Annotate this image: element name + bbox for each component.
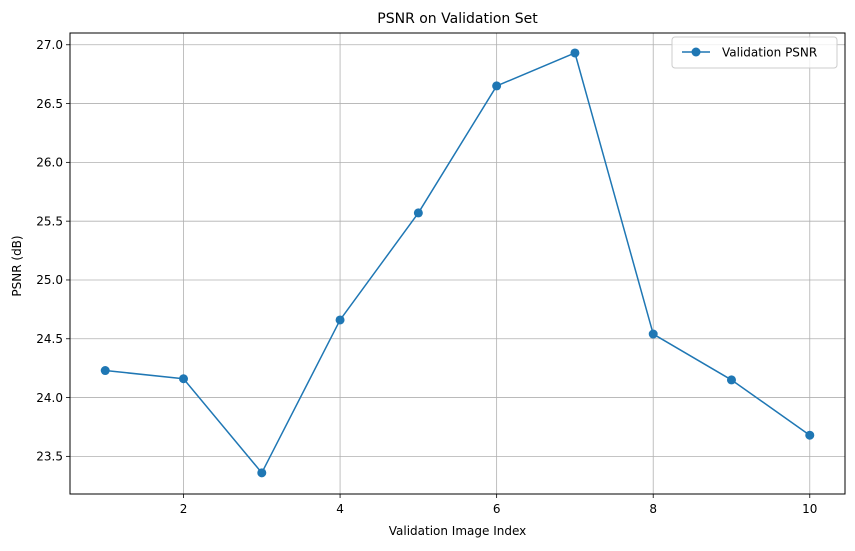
data-point xyxy=(413,208,423,218)
y-tick-label: 27.0 xyxy=(36,38,63,52)
legend-box xyxy=(671,36,838,69)
x-tick-label: 4 xyxy=(336,502,344,516)
plot-frame xyxy=(69,32,846,495)
legend-label-validation-psnr: Validation PSNR xyxy=(722,46,817,60)
data-point xyxy=(179,374,189,384)
x-axis-label: Validation Image Index xyxy=(389,524,527,538)
y-tick-label: 24.0 xyxy=(36,391,63,405)
x-tick-label: 8 xyxy=(649,502,657,516)
x-tick-label: 6 xyxy=(493,502,501,516)
legend: Validation PSNR xyxy=(671,36,838,69)
series-layer xyxy=(100,48,815,478)
chart-title: PSNR on Validation Set xyxy=(377,11,538,27)
data-point xyxy=(335,315,345,325)
y-axis-label: PSNR (dB) xyxy=(10,235,24,296)
y-tick-label: 26.0 xyxy=(36,156,63,170)
y-tick-label: 26.5 xyxy=(36,97,63,111)
data-point xyxy=(492,81,502,91)
data-point xyxy=(100,366,110,376)
axis-ticks: 2 4 6 8 10 23.5 24.0 24.5 25.0 25.5 26.0 26.5 27.0 xyxy=(36,38,817,516)
data-point xyxy=(805,430,815,440)
x-tick-label: 2 xyxy=(180,502,188,516)
x-tick-label: 10 xyxy=(802,502,817,516)
data-point xyxy=(257,468,267,478)
data-point xyxy=(570,48,580,58)
y-tick-label: 25.5 xyxy=(36,214,63,228)
y-tick-label: 24.5 xyxy=(36,332,63,346)
legend-marker-swatch xyxy=(691,47,701,57)
data-point xyxy=(726,375,736,385)
y-tick-label: 23.5 xyxy=(36,450,63,464)
series-line-validation-psnr xyxy=(105,52,811,474)
data-point xyxy=(648,329,658,339)
y-tick-label: 25.0 xyxy=(36,273,63,287)
